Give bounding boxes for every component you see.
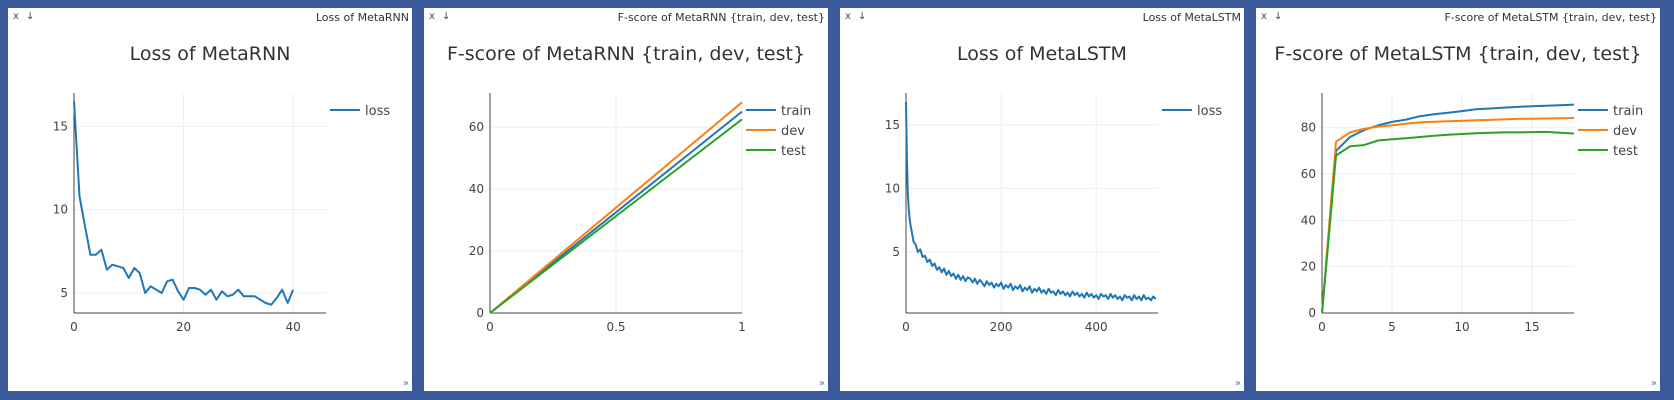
- fscore-chart[interactable]: F-score of MetaLSTM {train, dev, test} 0 5…: [1256, 8, 1660, 391]
- y-tick-label: 40: [1301, 213, 1316, 227]
- legend-label[interactable]: loss: [1197, 104, 1222, 119]
- y-tick-label: 60: [1301, 167, 1316, 181]
- series-line-train[interactable]: [1321, 103, 1575, 314]
- y-tick-label: 20: [1301, 260, 1316, 274]
- y-tick-label: 20: [469, 244, 484, 258]
- y-tick-label: 0: [476, 306, 484, 320]
- series-line-test[interactable]: [1321, 130, 1575, 314]
- x-tick-label: 1: [738, 320, 746, 334]
- y-tick-label: 15: [885, 118, 900, 132]
- close-window-button[interactable]: x: [1261, 11, 1267, 22]
- legend-label[interactable]: loss: [365, 104, 390, 119]
- fscore-chart[interactable]: F-score of MetaRNN {train, dev, test} 0 0.…: [424, 8, 828, 391]
- resize-handle-icon[interactable]: »: [818, 378, 825, 389]
- close-window-button[interactable]: x: [429, 11, 435, 22]
- x-tick-label: 40: [285, 320, 300, 334]
- x-tick-label: 0: [486, 320, 494, 334]
- window-title-bar[interactable]: x ↓ F-score of MetaRNN {train, dev, test…: [424, 8, 828, 28]
- close-window-button[interactable]: x: [13, 11, 19, 22]
- window-title-bar[interactable]: x ↓ Loss of MetaRNN: [8, 8, 412, 28]
- y-tick-label: 40: [469, 182, 484, 196]
- x-tick-label: 0: [70, 320, 78, 334]
- x-tick-label: 400: [1085, 320, 1108, 334]
- download-button[interactable]: ↓: [26, 11, 35, 22]
- y-tick-label: 80: [1301, 121, 1316, 135]
- download-button[interactable]: ↓: [1274, 11, 1283, 22]
- y-tick-label: 15: [53, 119, 68, 133]
- series-line-dev[interactable]: [489, 101, 743, 314]
- download-button[interactable]: ↓: [858, 11, 867, 22]
- x-tick-label: 0: [1318, 320, 1326, 334]
- window-title: F-score of MetaLSTM {train, dev, test}: [1444, 11, 1657, 24]
- visdom-window-1: x ↓ Loss of MetaRNN Loss of MetaRNN 0 20 40…: [8, 8, 412, 391]
- chart-title: Loss of MetaRNN: [130, 43, 291, 65]
- visdom-window-2: x ↓ F-score of MetaRNN {train, dev, test…: [424, 8, 828, 391]
- x-tick-label: 200: [990, 320, 1013, 334]
- legend-label[interactable]: dev: [781, 124, 805, 139]
- series-line-test[interactable]: [489, 118, 743, 314]
- window-title-bar[interactable]: x ↓ F-score of MetaLSTM {train, dev, tes…: [1256, 8, 1660, 28]
- window-title: Loss of MetaRNN: [315, 11, 409, 24]
- y-tick-label: 10: [885, 181, 900, 195]
- x-tick-label: 15: [1524, 320, 1539, 334]
- x-tick-label: 0: [902, 320, 910, 334]
- series-line-train[interactable]: [489, 110, 743, 314]
- close-window-button[interactable]: x: [845, 11, 851, 22]
- y-tick-label: 5: [892, 245, 900, 259]
- window-title: Loss of MetaLSTM: [1142, 11, 1241, 24]
- legend-label[interactable]: test: [1613, 144, 1638, 159]
- series-line-loss[interactable]: [905, 101, 1157, 302]
- visdom-window-3: x ↓ Loss of MetaLSTM Loss of MetaLSTM 0 20…: [840, 8, 1244, 391]
- series-line-dev[interactable]: [1321, 117, 1575, 314]
- legend-label[interactable]: test: [781, 144, 806, 159]
- x-tick-label: 20: [176, 320, 191, 334]
- chart-title: Loss of MetaLSTM: [957, 43, 1127, 65]
- x-tick-label: 10: [1454, 320, 1469, 334]
- series-line-loss[interactable]: [73, 101, 295, 306]
- x-tick-label: 0.5: [606, 320, 625, 334]
- resize-handle-icon[interactable]: »: [1650, 378, 1657, 389]
- loss-chart[interactable]: Loss of MetaLSTM 0 200 400 5 10 15 loss: [840, 8, 1244, 391]
- legend-label[interactable]: train: [781, 104, 811, 119]
- resize-handle-icon[interactable]: »: [402, 378, 409, 389]
- resize-handle-icon[interactable]: »: [1234, 378, 1241, 389]
- window-title: F-score of MetaRNN {train, dev, test}: [617, 11, 825, 24]
- window-title-bar[interactable]: x ↓ Loss of MetaLSTM: [840, 8, 1244, 28]
- legend-label[interactable]: dev: [1613, 124, 1637, 139]
- y-tick-label: 0: [1308, 306, 1316, 320]
- download-button[interactable]: ↓: [442, 11, 451, 22]
- visdom-window-4: x ↓ F-score of MetaLSTM {train, dev, tes…: [1256, 8, 1660, 391]
- loss-chart[interactable]: Loss of MetaRNN 0 20 40 5 10 15 loss: [8, 8, 412, 391]
- chart-title: F-score of MetaRNN {train, dev, test}: [447, 43, 805, 65]
- y-tick-label: 60: [469, 120, 484, 134]
- legend-label[interactable]: train: [1613, 104, 1643, 119]
- chart-title: F-score of MetaLSTM {train, dev, test}: [1274, 43, 1641, 65]
- y-tick-label: 10: [53, 203, 68, 217]
- y-tick-label: 5: [60, 286, 68, 300]
- x-tick-label: 5: [1388, 320, 1396, 334]
